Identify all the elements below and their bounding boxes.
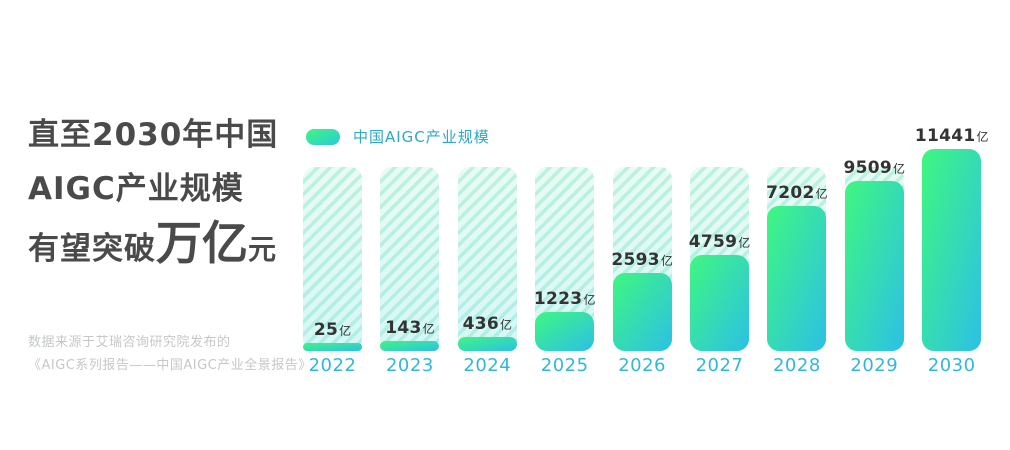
legend-label: 中国AIGC产业规模 (353, 128, 490, 146)
headline-line1: 直至2030年中国 (28, 117, 279, 153)
source-note-line2: 《AIGC系列报告——中国AIGC产业全景报告》 (28, 358, 312, 373)
value-label-2024: 436亿 (462, 314, 512, 334)
legend-swatch-icon (306, 128, 340, 145)
bar-2028 (767, 206, 827, 351)
value-label-2030: 11441亿 (914, 126, 989, 146)
bar-2030 (922, 149, 982, 351)
value-label-2029: 9509亿 (843, 158, 906, 178)
axis-tick-2022: 2022 (308, 355, 357, 376)
axis-tick-2029: 2029 (850, 355, 899, 376)
value-label-2025: 1223亿 (533, 289, 596, 309)
value-label-2026: 2593亿 (611, 250, 673, 270)
axis-tick-2027: 2027 (695, 355, 744, 376)
bar-2025 (535, 312, 595, 351)
axis-tick-2028: 2028 (772, 355, 821, 376)
headline-line3-prefix: 有望突破 (28, 231, 156, 267)
bar-2024 (457, 337, 517, 351)
source-note-line1: 数据来源于艾瑞咨询研究院发布的 (28, 335, 231, 350)
value-label-2028: 7202亿 (766, 183, 828, 203)
headline-line3: 有望突破万亿元 (28, 216, 278, 277)
value-label-2022: 25亿 (313, 320, 352, 340)
source-note: 数据来源于艾瑞咨询研究院发布的 《AIGC系列报告——中国AIGC产业全景报告》 (28, 331, 312, 377)
axis-tick-2026: 2026 (618, 355, 666, 376)
bar-2029 (844, 181, 904, 351)
headline-line3-suffix: 元 (248, 233, 278, 266)
value-label-2027: 4759亿 (688, 232, 751, 252)
bar-2023 (380, 341, 440, 351)
bar-track-2024 (457, 167, 517, 351)
bar-2026 (612, 273, 672, 351)
bar-2022 (303, 343, 362, 351)
bar-track-2023 (380, 167, 440, 351)
headline: 直至2030年中国 AIGC产业规模 有望突破万亿元 (28, 108, 278, 277)
headline-line2: AIGC产业规模 (28, 171, 244, 207)
axis-tick-2030: 2030 (927, 355, 976, 376)
axis-tick-2024: 2024 (463, 355, 512, 376)
headline-highlight: 万亿 (156, 216, 248, 270)
axis-tick-2023: 2023 (385, 355, 434, 376)
value-label-2023: 143亿 (385, 318, 435, 338)
axis-tick-2025: 2025 (540, 355, 589, 376)
chart-legend: 中国AIGC产业规模 (306, 126, 490, 147)
bar-track-2022 (303, 167, 362, 351)
bar-2027 (690, 255, 749, 351)
